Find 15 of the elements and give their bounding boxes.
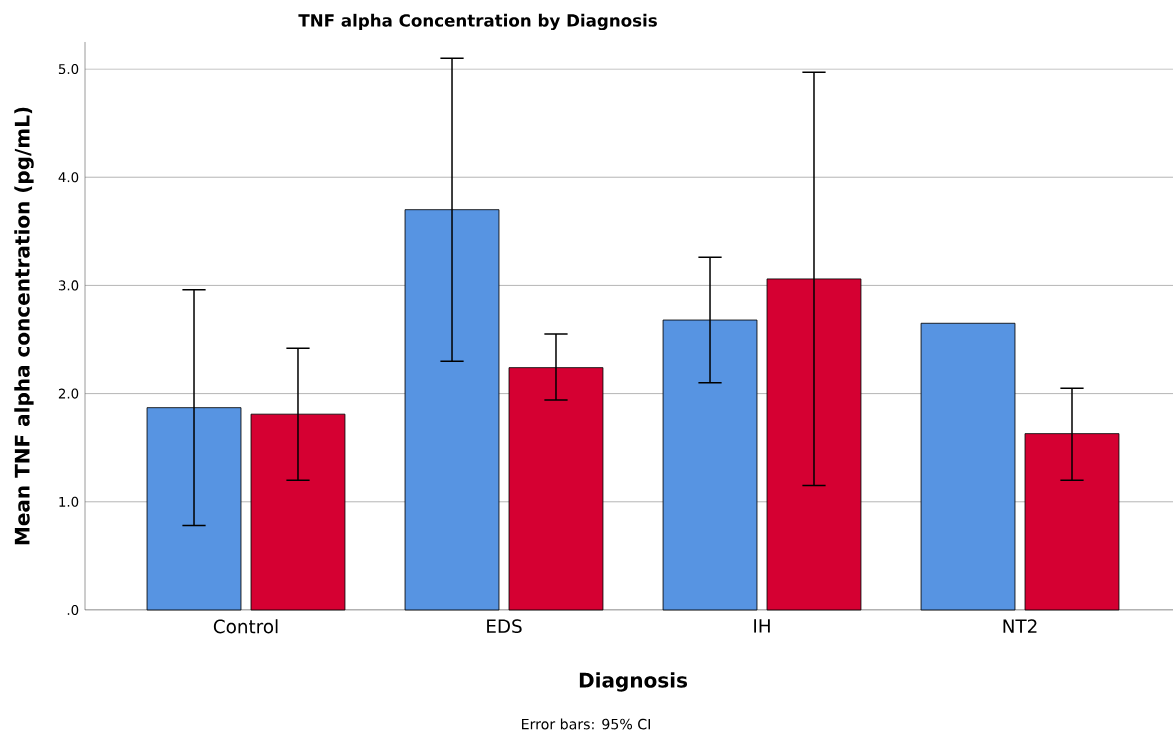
y-tick-label: 5.0 [58,63,79,75]
chart-title: TNF alpha Concentration by Diagnosis [298,13,657,31]
y-tick-label: 1.0 [59,496,79,507]
x-axis-title: Diagnosis [579,672,688,692]
y-tick-label: 3.0 [58,280,79,291]
bar [920,322,1016,611]
y-tick-label: 4.0 [58,172,79,183]
y-tick-label: .0 [67,604,79,616]
x-tick-label: IH [754,619,770,633]
x-tick-label: NT2 [1003,619,1037,633]
x-tick-label: Control [213,619,278,634]
x-tick-label: EDS [487,619,522,634]
text: Error bars: 95% CI [522,718,650,730]
y-tick-label: 2.0 [58,388,79,399]
y-axis-title: Mean TNF alpha concentration (pg/mL) [14,107,34,545]
